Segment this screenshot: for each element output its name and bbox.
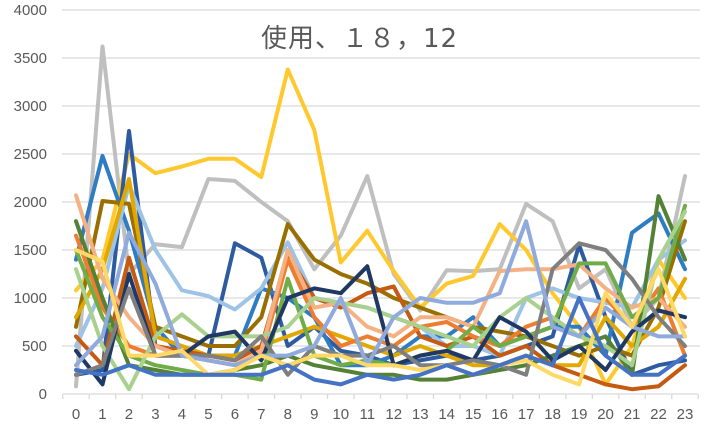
x-tick-label: 0	[72, 406, 80, 423]
x-tick-label: 15	[465, 406, 482, 423]
y-tick-label: 0	[39, 386, 47, 403]
x-tick-label: 4	[178, 406, 186, 423]
x-tick-label: 7	[257, 406, 265, 423]
series-line-s17	[74, 248, 687, 387]
y-tick-label: 3500	[14, 50, 47, 67]
x-tick-label: 16	[491, 406, 508, 423]
x-tick-label: 17	[518, 406, 535, 423]
series-line-s16	[74, 219, 687, 368]
x-tick-label: 14	[438, 406, 455, 423]
x-tick-label: 5	[204, 406, 212, 423]
x-axis: 0 1 2 3 4 5 6 7 8 9 10 11 12 13 14 15 16 17 18 19 20 21 22 23	[62, 393, 699, 423]
y-tick-label: 1000	[14, 290, 47, 307]
x-tick-label: 12	[385, 406, 402, 423]
y-tick-label: 2000	[14, 194, 47, 211]
y-tick-label: 4000	[14, 2, 47, 19]
x-tick-label: 20	[597, 406, 614, 423]
x-tick-label: 22	[650, 406, 667, 423]
y-tick-label: 1500	[14, 242, 47, 259]
x-tick-label: 13	[412, 406, 429, 423]
x-tick-label: 11	[359, 406, 375, 423]
x-tick-label: 6	[231, 406, 239, 423]
series-line-s15	[74, 241, 687, 377]
series-line-s1	[74, 44, 687, 389]
chart-title: 使用、１８，12	[260, 24, 459, 54]
y-tick-label: 3000	[14, 98, 47, 115]
x-tick-label: 10	[332, 406, 349, 423]
x-tick-label: 19	[571, 406, 588, 423]
y-tick-label: 500	[22, 338, 47, 355]
x-tick-label: 3	[151, 406, 159, 423]
x-tick-label: 18	[544, 406, 561, 423]
x-tick-label: 1	[98, 406, 106, 423]
series-line-s12	[74, 203, 687, 382]
y-axis-tick-labels: 0 500 1000 1500 2000 2500 3000 3500 4000	[14, 2, 47, 403]
x-tick-label: 8	[284, 406, 292, 423]
x-tick-label: 9	[310, 406, 318, 423]
x-tick-label: 21	[624, 406, 641, 423]
x-tick-label: 2	[125, 406, 133, 423]
series-lines	[74, 44, 687, 392]
x-tick-label: 23	[677, 406, 694, 423]
series-line-s18	[74, 296, 687, 387]
y-tick-label: 2500	[14, 146, 47, 163]
